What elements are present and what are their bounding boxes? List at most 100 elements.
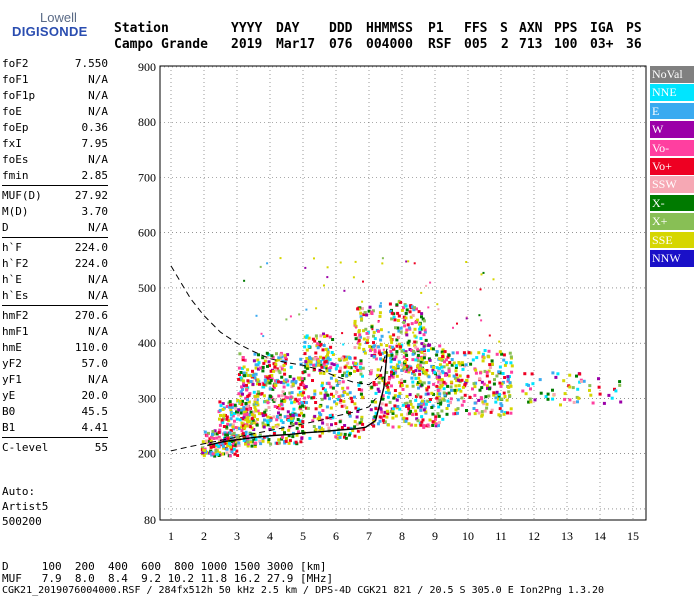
echo-point: [321, 381, 324, 385]
echo-point: [500, 382, 504, 386]
echo-point: [390, 353, 394, 357]
echo-point: [327, 426, 331, 430]
echo-point: [288, 439, 292, 443]
echo-point: [554, 375, 558, 379]
echo-point: [284, 355, 287, 359]
echo-point: [419, 367, 423, 370]
echo-point: [330, 351, 334, 354]
echo-point: [289, 417, 293, 421]
echo-point: [238, 427, 241, 431]
echo-point: [378, 376, 382, 380]
echo-point: [488, 380, 492, 384]
echo-point: [296, 399, 299, 403]
echo-point: [277, 404, 281, 407]
echo-point: [247, 407, 251, 411]
echo-point: [444, 358, 448, 362]
echo-point: [326, 361, 330, 365]
echo-point: [367, 309, 371, 313]
echo-point: [579, 379, 583, 383]
echo-point: [306, 364, 309, 368]
echo-point: [343, 424, 347, 427]
echo-point: [437, 414, 441, 418]
echo-point: [460, 403, 464, 407]
echo-point: [308, 355, 312, 359]
echo-point: [354, 260, 357, 263]
echo-point: [362, 427, 366, 431]
echo-point: [508, 351, 512, 355]
echo-point: [292, 407, 296, 411]
echo-point: [414, 345, 418, 349]
echo-point: [404, 331, 408, 335]
echo-point: [218, 400, 222, 404]
echo-point: [302, 413, 306, 417]
echo-point: [393, 394, 397, 398]
echo-point: [419, 403, 423, 407]
echo-point: [588, 384, 592, 388]
echo-point: [443, 360, 446, 364]
echo-point: [270, 354, 274, 358]
echo-point: [475, 409, 479, 412]
echo-point: [312, 396, 316, 400]
echo-point: [280, 355, 284, 359]
echo-point: [246, 444, 250, 448]
echo-point: [288, 391, 292, 395]
echo-point: [249, 374, 253, 378]
echo-point: [424, 402, 428, 406]
echo-point: [422, 356, 426, 360]
echo-point: [253, 444, 257, 448]
param-name: hmE: [2, 341, 22, 354]
echo-point: [436, 369, 440, 372]
echo-point: [304, 385, 308, 389]
echo-point: [434, 415, 438, 419]
echo-point: [525, 383, 529, 387]
echo-point: [506, 377, 510, 381]
echo-point: [480, 319, 483, 322]
echo-point: [319, 371, 322, 375]
echo-point: [225, 447, 229, 451]
echo-point: [400, 413, 404, 417]
echo-point: [279, 419, 283, 423]
header-label-4: HHMMSS: [366, 21, 413, 36]
echo-point: [458, 362, 462, 366]
echo-point: [508, 381, 512, 385]
echo-point: [556, 372, 560, 376]
echo-point: [417, 403, 421, 407]
echo-point: [269, 442, 273, 446]
echo-point: [378, 352, 382, 356]
echo-point: [301, 404, 304, 408]
echo-point: [431, 424, 435, 427]
header-label-6: FFS: [464, 21, 488, 36]
echo-point: [414, 376, 418, 380]
echo-point: [393, 389, 397, 392]
echo-point: [282, 400, 286, 403]
param-row: fxI 7.95: [2, 136, 108, 152]
echo-point: [253, 415, 257, 419]
profile-curve: [207, 351, 388, 447]
echo-point: [425, 284, 428, 287]
echo-point: [241, 379, 245, 383]
echo-point: [261, 414, 265, 418]
echo-point: [276, 405, 279, 409]
echo-point: [465, 261, 468, 263]
echo-point: [332, 363, 336, 367]
echo-point: [262, 361, 266, 365]
echo-point: [236, 426, 240, 430]
echo-point: [325, 355, 328, 359]
echo-point: [265, 351, 269, 355]
echo-point: [228, 454, 232, 458]
echo-point: [578, 372, 582, 376]
echo-point: [397, 335, 401, 339]
echo-point: [361, 300, 364, 303]
echo-point: [242, 365, 246, 369]
echo-point: [346, 392, 350, 396]
echo-point: [424, 392, 428, 396]
echo-point: [384, 403, 388, 407]
param-value: N/A: [88, 273, 108, 286]
echo-point: [409, 366, 413, 370]
echo-point: [286, 383, 290, 387]
echo-point: [455, 376, 459, 380]
echo-point: [442, 380, 446, 384]
echo-point: [423, 330, 427, 334]
echo-point: [328, 335, 332, 339]
echo-point: [279, 257, 282, 260]
